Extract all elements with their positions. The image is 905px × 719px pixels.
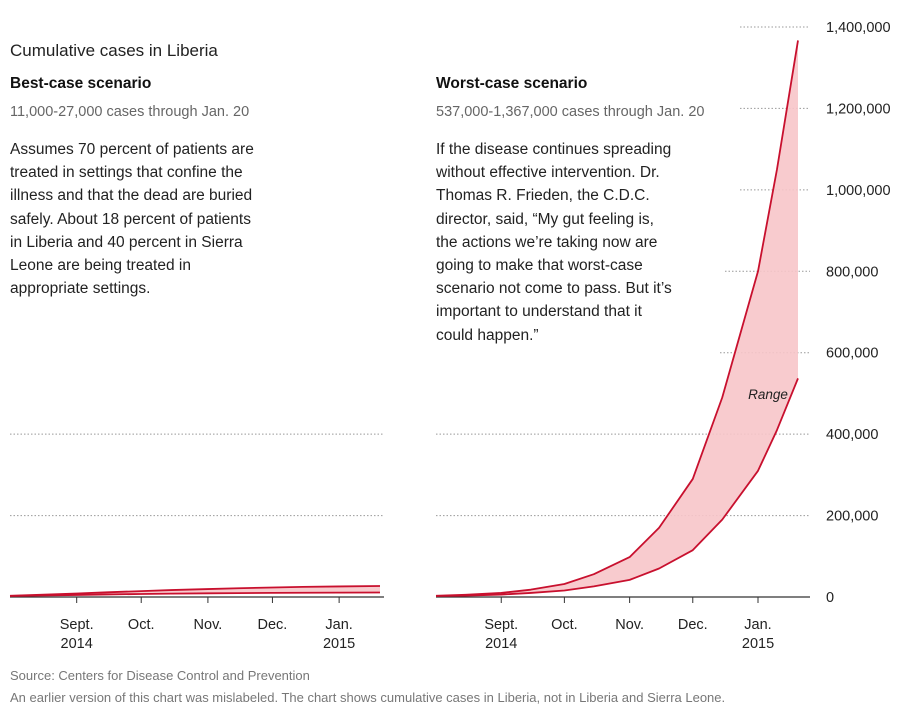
y-tick-label: 200,000 xyxy=(826,509,878,525)
low-estimate-line xyxy=(435,378,799,597)
y-tick-label: 1,000,000 xyxy=(826,183,891,199)
low-estimate-line xyxy=(9,591,381,597)
x-tick-year-label: 2015 xyxy=(323,636,355,652)
best-case-description-line: Assumes 70 percent of patients are xyxy=(10,141,254,158)
range-band xyxy=(10,586,380,596)
range-band xyxy=(436,40,798,596)
best-case-heading: Best-case scenario xyxy=(10,75,152,92)
best-case-subheading: 11,000-27,000 cases through Jan. 20 xyxy=(10,104,250,120)
chart-title: Cumulative cases in Liberia xyxy=(10,41,218,60)
worst-case-heading: Worst-case scenario xyxy=(436,75,588,92)
x-tick-label: Oct. xyxy=(551,617,578,633)
x-tick-label: Dec. xyxy=(678,617,708,633)
x-tick-label: Oct. xyxy=(128,617,155,633)
x-tick-label: Sept. xyxy=(60,617,94,633)
worst-case-description-line: director, said, “My gut feeling is, xyxy=(436,210,654,228)
worst-case-description-line: Thomas R. Frieden, the C.D.C. xyxy=(436,187,650,205)
best-case-description-line: Leone are being treated in xyxy=(10,257,191,275)
worst-case-description: If the disease continues spreading witho… xyxy=(436,138,672,347)
best-case-description-line: in Liberia and 40 percent in Sierra xyxy=(10,233,243,251)
x-tick-year-label: 2014 xyxy=(61,636,93,652)
y-tick-label: 0 xyxy=(826,590,834,606)
best-case-description-line: safely. About 18 percent of patients xyxy=(10,210,251,228)
worst-case-description-line: important to understand that it xyxy=(436,303,642,321)
y-tick-label: 1,200,000 xyxy=(826,101,891,117)
y-tick-label: 1,400,000 xyxy=(826,20,891,36)
worst-case-description-line: without effective intervention. Dr. xyxy=(436,164,660,182)
x-tick-label: Dec. xyxy=(258,617,288,633)
high-estimate-line xyxy=(435,40,799,597)
correction-note: An earlier version of this chart was mis… xyxy=(10,690,726,705)
y-tick-label: 400,000 xyxy=(826,427,878,443)
source-note: Source: Centers for Disease Control and … xyxy=(10,668,310,683)
worst-case-description-line: going to make that worst-case xyxy=(436,257,643,275)
worst-case-description-line: If the disease continues spreading xyxy=(436,141,672,158)
high-estimate-line xyxy=(9,585,381,597)
y-tick-label: 800,000 xyxy=(826,264,878,280)
x-tick-label: Sept. xyxy=(484,617,518,633)
best-case-description-line: treated in settings that confine the xyxy=(10,164,243,182)
worst-case-subheading: 537,000-1,367,000 cases through Jan. 20 xyxy=(436,104,705,120)
y-tick-label: 600,000 xyxy=(826,346,878,362)
x-tick-year-label: 2015 xyxy=(742,636,774,652)
x-tick-label: Jan. xyxy=(325,617,352,633)
x-tick-label: Nov. xyxy=(194,617,223,633)
best-case-description-line: illness and that the dead are buried xyxy=(10,187,253,205)
worst-case-description-line: could happen.” xyxy=(436,326,539,344)
x-tick-year-label: 2014 xyxy=(485,636,517,652)
best-case-description: Assumes 70 percent of patients are treat… xyxy=(10,138,254,300)
worst-case-description-line: scenario not come to pass. But it’s xyxy=(436,280,672,298)
x-tick-label: Jan. xyxy=(744,617,771,633)
best-case-description-line: appropriate settings. xyxy=(10,280,151,298)
range-label: Range xyxy=(748,387,788,402)
x-tick-label: Nov. xyxy=(615,617,644,633)
worst-case-description-line: the actions we’re taking now are xyxy=(436,233,658,251)
